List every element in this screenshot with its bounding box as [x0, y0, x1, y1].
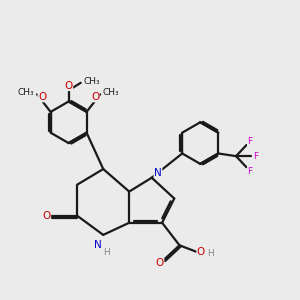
Text: F: F [248, 167, 253, 176]
Text: CH₃: CH₃ [18, 88, 34, 97]
Text: H: H [103, 248, 110, 257]
Text: F: F [248, 137, 253, 146]
Text: O: O [156, 258, 164, 268]
Text: O: O [91, 92, 99, 102]
Text: N: N [154, 167, 162, 178]
Text: H: H [207, 249, 214, 258]
Text: CH₃: CH₃ [83, 76, 100, 85]
Text: O: O [42, 211, 50, 221]
Text: O: O [197, 247, 205, 257]
Text: O: O [64, 81, 73, 91]
Text: N: N [94, 240, 102, 250]
Text: CH₃: CH₃ [102, 88, 119, 97]
Text: F: F [253, 152, 258, 160]
Text: O: O [38, 92, 46, 102]
